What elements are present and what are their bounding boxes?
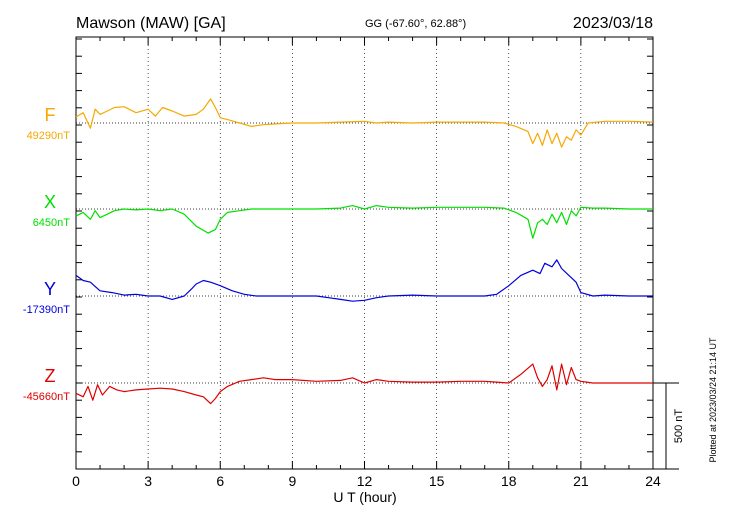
series-label-X: X [44,192,56,212]
series-label-F: F [45,105,56,125]
x-tick-label-15: 15 [429,473,445,489]
x-tick-labels: 0 3 6 9 12 15 18 21 24 [72,473,661,489]
x-tick-label-9: 9 [288,473,296,489]
series-label-Z: Z [45,366,56,386]
series-labels: F 49290nT X 6450nT Y -17390nT Z -45660nT [23,105,70,403]
series-lines [75,98,654,405]
plot-frame [75,36,654,470]
baseline-label-X: 6450nT [33,217,71,229]
series-line-Y [75,259,653,302]
x-tick-label-18: 18 [501,473,517,489]
baseline-label-Z: -45660nT [23,391,70,403]
x-tick-label-12: 12 [357,473,373,489]
grid-lines [147,37,582,469]
x-tick-label-0: 0 [72,473,80,489]
x-tick-label-24: 24 [645,473,661,489]
scale-bar-label: 500 nT [673,409,685,444]
plotted-note: Plotted at 2023/03/24 21:14 UT [708,337,718,463]
series-line-Z [75,363,653,405]
x-tick-label-3: 3 [144,473,152,489]
x-tick-label-21: 21 [573,473,589,489]
baseline-label-F: 49290nT [27,130,71,142]
series-line-F [75,98,654,148]
date-label: 2023/03/18 [573,15,653,32]
scale-bar: 500 nT [653,382,685,470]
x-tick-label-6: 6 [216,473,224,489]
x-axis-label: U T (hour) [333,489,396,505]
series-line-X [75,205,653,239]
station-title: Mawson (MAW) [GA] [76,15,226,32]
axis-ticks [75,37,654,470]
series-label-Y: Y [44,279,56,299]
coordinates-label: GG (-67.60°, 62.88°) [365,18,466,30]
baseline-label-Y: -17390nT [23,304,70,316]
